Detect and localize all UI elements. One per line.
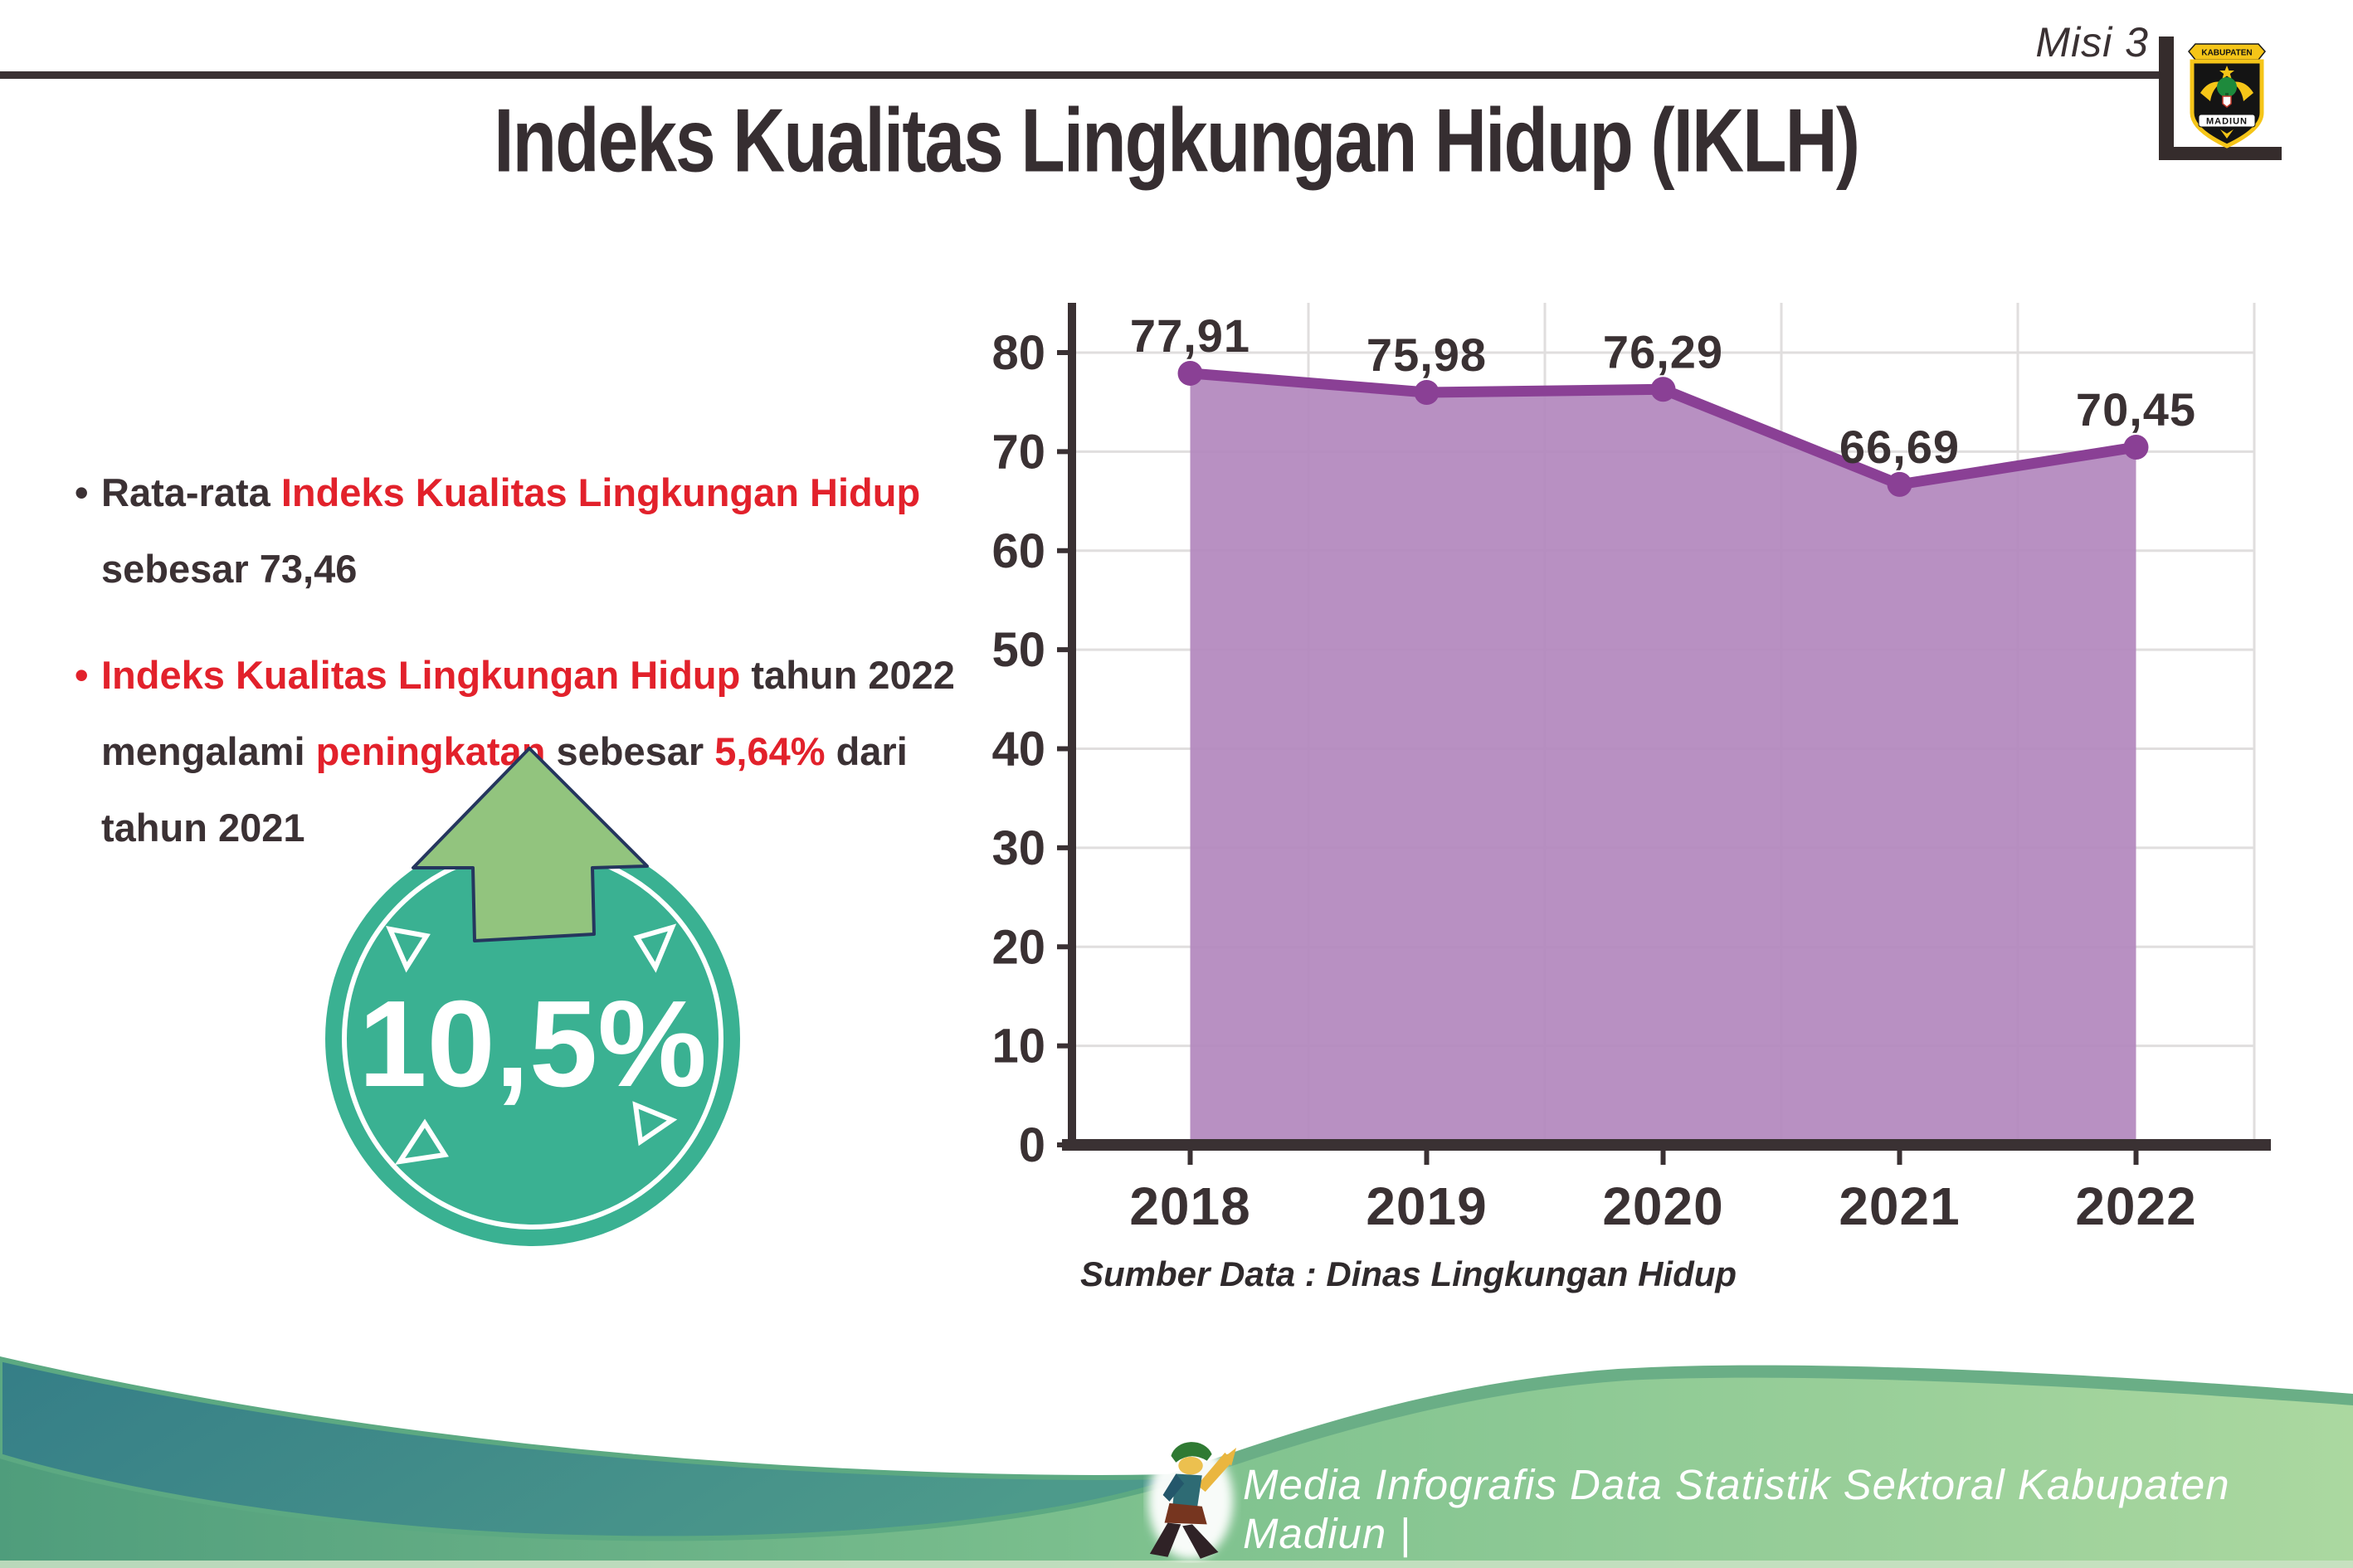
bullet2-segment-red3: 5,64% (714, 729, 826, 773)
bullet-dot: • (75, 470, 89, 514)
mission-label: Misi 3 (2035, 19, 2149, 66)
svg-text:70: 70 (991, 425, 1045, 479)
svg-text:0: 0 (1019, 1118, 1045, 1172)
logo-top-label: KABUPATEN (2201, 49, 2252, 58)
svg-text:75,98: 75,98 (1366, 329, 1487, 381)
svg-text:2022: 2022 (2075, 1176, 2196, 1236)
svg-text:50: 50 (991, 623, 1045, 677)
svg-text:2019: 2019 (1366, 1176, 1487, 1236)
svg-text:2018: 2018 (1129, 1176, 1250, 1236)
bullet-increase-iklh: • Indeks Kualitas Lingkungan Hidup tahun… (75, 637, 971, 866)
svg-text:70,45: 70,45 (2076, 383, 2196, 436)
bullet2-segment-dark4: dari (825, 729, 908, 773)
svg-text:76,29: 76,29 (1603, 325, 1723, 377)
bullet1-segment-value: sebesar 73,46 (101, 547, 358, 591)
increase-arrow-icon (412, 747, 649, 942)
footer-credit-text: Media Infografis Data Statistik Sektoral… (1243, 1461, 2230, 1557)
bullet2-segment-red1: Indeks Kualitas Lingkungan Hidup (101, 653, 741, 697)
badge-percentage-value: 10,5% (358, 976, 707, 1113)
iklh-area-chart: 0 10 20 30 40 50 60 70 80 2018 2019 2020 2021 2022 77,… (991, 303, 2271, 1236)
bullet2-segment-dark3: sebesar (545, 729, 715, 773)
svg-text:80: 80 (991, 326, 1045, 380)
logo-frame-vertical (2159, 37, 2174, 160)
page-title-text: Indeks Kualitas Lingkungan Hidup (IKLH) (494, 90, 1861, 192)
svg-text:30: 30 (991, 821, 1045, 875)
svg-text:77,91: 77,91 (1130, 309, 1250, 362)
bullet2-segment-red2: peningkatan (315, 729, 546, 773)
svg-text:2020: 2020 (1602, 1176, 1723, 1236)
bullet2-segment-dark2: mengalami (101, 729, 316, 773)
mascot-person-icon (1147, 1442, 1237, 1560)
bullet-average-text: Rata-rata Indeks Kualitas Lingkungan Hid… (101, 455, 920, 607)
bullet1-segment-dark: Rata-rata (101, 470, 281, 514)
bullet-increase-text: Indeks Kualitas Lingkungan Hidup tahun 2… (101, 637, 955, 866)
logo-bottom-label: MADIUN (2206, 117, 2248, 127)
svg-text:40: 40 (991, 723, 1045, 777)
bullet1-segment-red: Indeks Kualitas Lingkungan Hidup (280, 470, 921, 514)
svg-text:66,69: 66,69 (1839, 421, 1960, 473)
bullet2-segment-dark5: tahun 2021 (101, 806, 305, 850)
bullet-dot: • (75, 653, 89, 697)
kabupaten-madiun-logo-icon: KABUPATEN MADIUN (2188, 43, 2266, 149)
svg-text:20: 20 (991, 920, 1045, 974)
page-title: Indeks Kualitas Lingkungan Hidup (IKLH) (0, 91, 2353, 191)
svg-text:2021: 2021 (1839, 1176, 1960, 1236)
summary-bullets: • Rata-rata Indeks Kualitas Lingkungan H… (75, 455, 971, 866)
bullet2-segment-dark1: tahun 2022 (740, 653, 955, 697)
header-rule (0, 71, 2163, 79)
bullet-average-iklh: • Rata-rata Indeks Kualitas Lingkungan H… (75, 455, 971, 607)
svg-text:60: 60 (991, 524, 1045, 578)
badge-triangle-accents (386, 923, 678, 1165)
chart-source-note: Sumber Data : Dinas Lingkungan Hidup (1080, 1254, 1737, 1293)
logo-frame-horizontal (2159, 147, 2282, 160)
svg-text:10: 10 (991, 1020, 1045, 1074)
